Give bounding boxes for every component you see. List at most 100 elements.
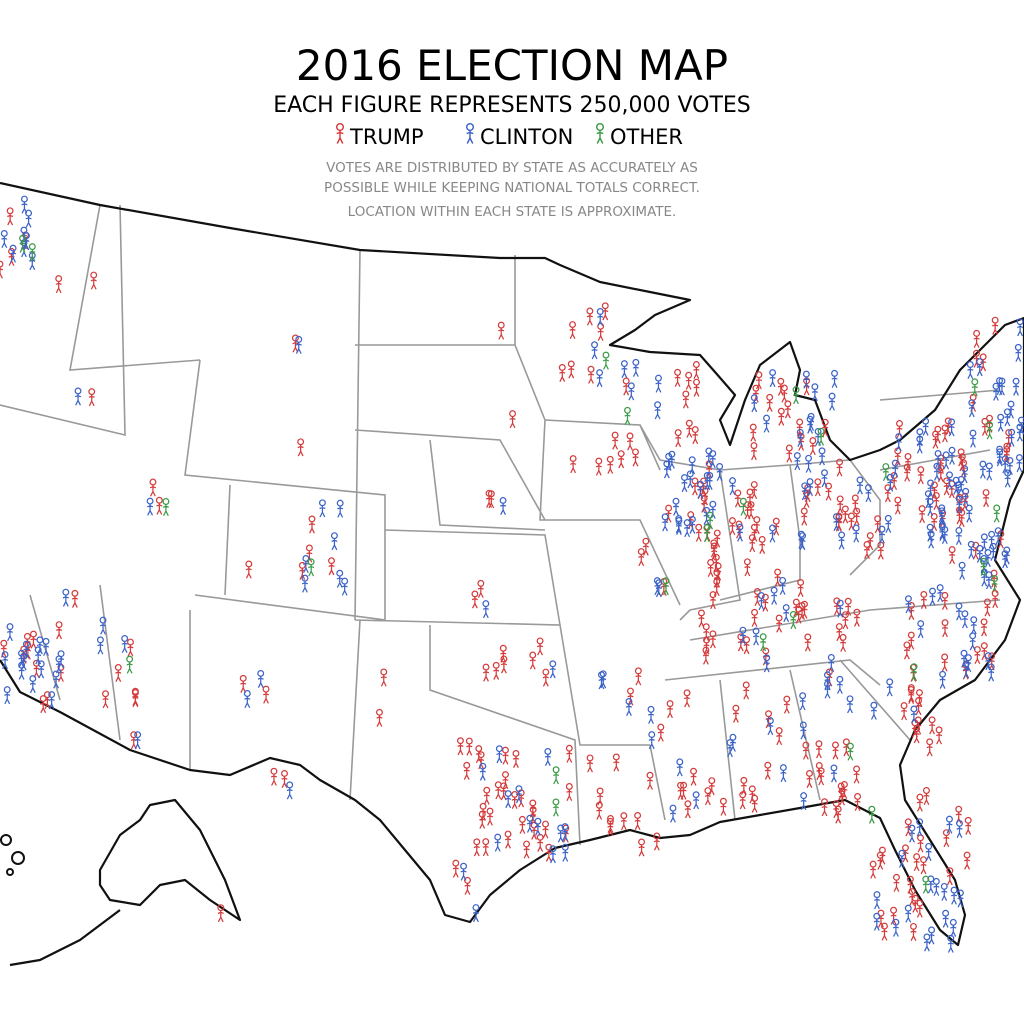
figure-body	[966, 510, 973, 523]
figure-body	[837, 605, 844, 618]
figure-head	[980, 533, 988, 541]
voter-figure	[973, 329, 981, 348]
voter-figure	[739, 497, 747, 516]
figure-body	[624, 413, 631, 425]
voter-figure	[1003, 408, 1011, 427]
voter-figure	[515, 785, 523, 804]
figure-head	[544, 747, 552, 755]
figure-head	[642, 537, 650, 545]
voter-figure	[847, 512, 855, 531]
figure-body	[776, 733, 783, 746]
figure-head	[908, 824, 916, 832]
voter-figure	[88, 388, 96, 407]
figure-body	[519, 822, 526, 834]
voter-figure	[744, 501, 752, 520]
figure-body	[720, 804, 727, 816]
figure-body	[802, 747, 809, 760]
figure-body	[908, 608, 915, 620]
voter-figure	[814, 428, 822, 447]
figure-head	[529, 799, 537, 807]
figure-body	[495, 787, 502, 800]
figure-body	[328, 563, 335, 576]
figure-head	[914, 716, 922, 724]
figure-head	[655, 579, 663, 587]
voter-figure	[988, 530, 996, 549]
figure-head	[523, 840, 531, 848]
figure-body	[965, 823, 972, 835]
figure-head	[830, 764, 838, 772]
figure-head	[463, 876, 471, 884]
figure-body	[621, 366, 628, 379]
voter-figure	[844, 597, 852, 616]
voter-figure	[713, 578, 721, 597]
figure-body	[655, 380, 662, 393]
voter-figure	[463, 876, 471, 895]
voter-figure	[666, 700, 674, 719]
figure-body	[500, 503, 507, 515]
figure-head	[542, 820, 549, 828]
figure-body	[928, 932, 935, 945]
figure-head	[955, 805, 963, 813]
figure-body	[732, 711, 739, 723]
figure-head	[976, 544, 984, 552]
figure-body	[917, 472, 924, 485]
figure-body	[884, 490, 891, 503]
figure-body	[748, 507, 755, 520]
figure-body	[262, 691, 270, 704]
voter-figure	[486, 807, 494, 826]
voter-figure	[866, 532, 874, 551]
figure-head	[712, 553, 720, 561]
figure-body	[941, 659, 948, 672]
figure-head	[844, 597, 852, 605]
figure-body	[794, 458, 801, 471]
figure-head	[18, 649, 25, 657]
figure-body	[703, 513, 710, 525]
figure-head	[983, 598, 991, 606]
figure-body	[29, 681, 36, 694]
figure-head	[892, 918, 900, 926]
voter-figure	[928, 926, 936, 945]
figure-body	[818, 773, 825, 786]
figure-body	[595, 463, 602, 476]
voter-figure	[495, 745, 503, 764]
figure-head	[482, 600, 490, 608]
voter-figure	[761, 593, 769, 612]
voter-figure	[937, 464, 945, 483]
figure-body	[149, 484, 157, 497]
voter-figure	[817, 427, 825, 446]
voter-figure	[681, 474, 688, 493]
voter-figure	[927, 875, 935, 894]
figure-body	[0, 646, 7, 658]
figure-head	[328, 557, 335, 565]
figure-head	[915, 697, 923, 705]
figure-body	[648, 737, 655, 750]
figure-head	[779, 764, 787, 772]
figure-body	[760, 639, 767, 652]
figure-head	[308, 515, 316, 523]
figure-head	[759, 633, 767, 641]
figure-head	[586, 754, 594, 762]
voter-figure	[960, 649, 968, 668]
figure-head	[565, 783, 573, 790]
figure-body	[729, 483, 736, 496]
figure-body	[908, 830, 916, 843]
voter-figure	[852, 524, 860, 543]
figure-body	[25, 216, 32, 228]
voter-figure	[606, 455, 614, 474]
figure-body	[623, 383, 630, 396]
voter-figure	[669, 804, 677, 823]
voter-figure	[1, 651, 9, 670]
note-line: LOCATION WITHIN EACH STATE IS APPROXIMAT…	[348, 204, 677, 220]
figure-body	[969, 638, 976, 651]
voter-figure	[902, 844, 909, 863]
figure-body	[18, 656, 25, 668]
figure-body	[958, 482, 965, 494]
voter-figure	[102, 690, 109, 709]
voter-figure	[948, 446, 956, 465]
figure-body	[682, 396, 689, 409]
figure-body	[706, 478, 713, 490]
figure-body	[1013, 384, 1020, 396]
figure-body	[0, 266, 4, 279]
voter-figure	[925, 842, 933, 861]
figure-head	[536, 637, 544, 645]
